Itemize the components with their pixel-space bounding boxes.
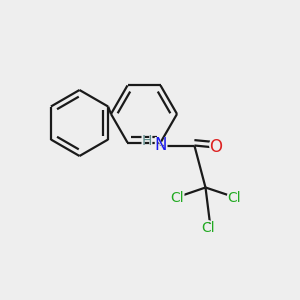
Text: Cl: Cl (202, 221, 215, 235)
Text: H: H (141, 134, 152, 148)
Text: Cl: Cl (200, 219, 217, 237)
Text: Cl: Cl (168, 189, 186, 207)
Text: Cl: Cl (225, 189, 243, 207)
Text: Cl: Cl (170, 191, 184, 205)
Text: H: H (140, 132, 153, 150)
Text: Cl: Cl (227, 191, 241, 205)
Text: N: N (152, 136, 169, 155)
Text: N: N (154, 136, 167, 154)
Text: O: O (209, 138, 223, 156)
Text: O: O (208, 137, 224, 157)
